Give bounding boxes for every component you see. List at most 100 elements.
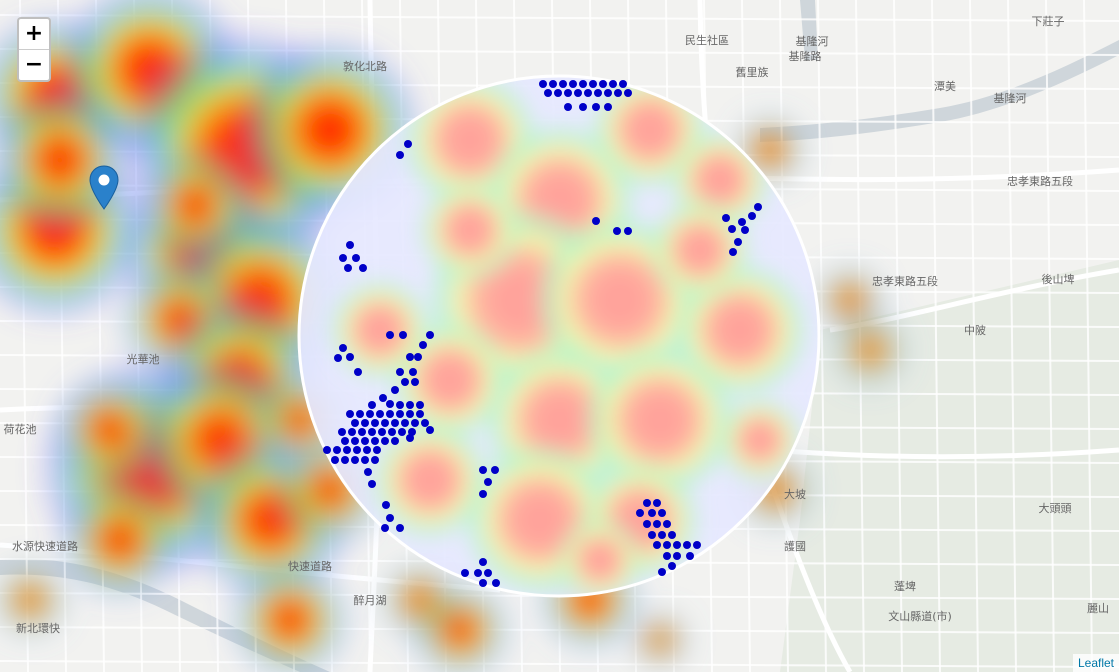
data-point[interactable] [479,490,487,498]
data-point[interactable] [668,531,676,539]
data-point[interactable] [371,456,379,464]
data-point[interactable] [579,103,587,111]
data-point[interactable] [391,386,399,394]
data-point[interactable] [643,499,651,507]
data-point[interactable] [381,524,389,532]
data-point[interactable] [484,569,492,577]
data-point[interactable] [379,394,387,402]
data-point[interactable] [421,419,429,427]
data-point[interactable] [341,456,349,464]
data-point[interactable] [589,80,597,88]
data-point[interactable] [474,569,482,577]
data-point[interactable] [461,569,469,577]
data-point[interactable] [604,103,612,111]
data-point[interactable] [358,428,366,436]
data-point[interactable] [353,446,361,454]
data-point[interactable] [381,419,389,427]
data-point[interactable] [354,368,362,376]
data-point[interactable] [683,541,691,549]
data-point[interactable] [404,140,412,148]
data-point[interactable] [668,562,676,570]
data-point[interactable] [382,501,390,509]
data-point[interactable] [564,103,572,111]
data-point[interactable] [549,80,557,88]
data-point[interactable] [414,353,422,361]
data-point[interactable] [366,410,374,418]
data-point[interactable] [539,80,547,88]
data-point[interactable] [391,419,399,427]
data-point[interactable] [479,466,487,474]
data-point[interactable] [401,419,409,427]
data-point[interactable] [391,437,399,445]
data-point[interactable] [609,80,617,88]
data-point[interactable] [344,264,352,272]
data-point[interactable] [584,89,592,97]
data-point[interactable] [351,437,359,445]
data-point[interactable] [351,419,359,427]
data-point[interactable] [579,80,587,88]
data-point[interactable] [406,434,414,442]
data-point[interactable] [356,410,364,418]
data-point[interactable] [368,428,376,436]
data-point[interactable] [416,410,424,418]
data-point[interactable] [614,89,622,97]
map-marker-icon[interactable] [89,165,119,211]
data-point[interactable] [643,520,651,528]
data-point[interactable] [346,353,354,361]
data-point[interactable] [648,531,656,539]
data-point[interactable] [574,89,582,97]
data-point[interactable] [331,456,339,464]
data-point[interactable] [346,241,354,249]
data-point[interactable] [624,89,632,97]
data-point[interactable] [399,331,407,339]
data-point[interactable] [361,456,369,464]
data-point[interactable] [624,227,632,235]
data-point[interactable] [371,437,379,445]
data-point[interactable] [388,428,396,436]
data-point[interactable] [673,541,681,549]
data-point[interactable] [491,466,499,474]
data-point[interactable] [368,480,376,488]
data-point[interactable] [648,509,656,517]
data-point[interactable] [396,401,404,409]
data-point[interactable] [592,103,600,111]
data-point[interactable] [594,89,602,97]
radius-circle[interactable] [297,74,821,598]
data-point[interactable] [729,248,737,256]
data-point[interactable] [479,579,487,587]
data-point[interactable] [396,151,404,159]
data-point[interactable] [351,456,359,464]
data-point[interactable] [386,410,394,418]
data-point[interactable] [722,214,730,222]
data-point[interactable] [663,552,671,560]
data-point[interactable] [686,552,694,560]
data-point[interactable] [352,254,360,262]
data-point[interactable] [738,218,746,226]
data-point[interactable] [378,428,386,436]
data-point[interactable] [636,509,644,517]
data-point[interactable] [658,509,666,517]
data-point[interactable] [663,541,671,549]
data-point[interactable] [348,428,356,436]
data-point[interactable] [364,468,372,476]
data-point[interactable] [754,203,762,211]
data-point[interactable] [359,264,367,272]
data-point[interactable] [658,568,666,576]
data-point[interactable] [371,419,379,427]
data-point[interactable] [338,428,346,436]
data-point[interactable] [619,80,627,88]
data-point[interactable] [564,89,572,97]
data-point[interactable] [386,400,394,408]
data-point[interactable] [411,378,419,386]
data-point[interactable] [339,254,347,262]
data-point[interactable] [386,514,394,522]
data-point[interactable] [416,401,424,409]
data-point[interactable] [406,410,414,418]
data-point[interactable] [653,499,661,507]
zoom-out-button[interactable]: − [24,52,44,77]
data-point[interactable] [346,410,354,418]
data-point[interactable] [363,446,371,454]
data-point[interactable] [748,212,756,220]
data-point[interactable] [406,401,414,409]
